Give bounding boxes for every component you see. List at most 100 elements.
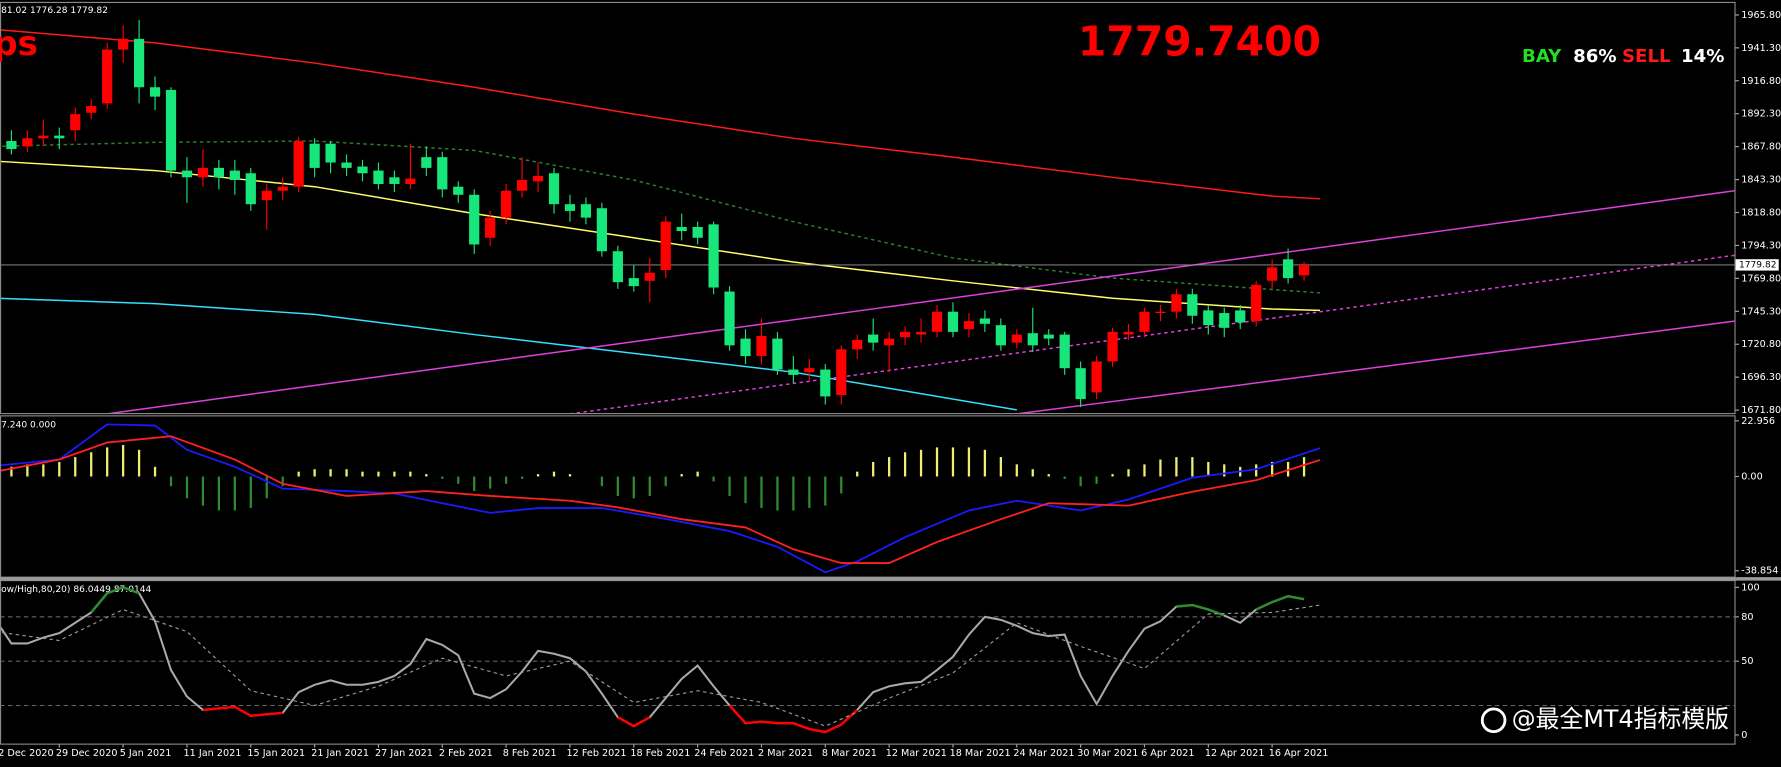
histogram-bar <box>840 476 843 494</box>
candle-body <box>740 338 751 357</box>
histogram-bar <box>457 476 460 484</box>
histogram-bar <box>1031 469 1034 477</box>
candle-body <box>676 227 687 232</box>
indicator-line <box>107 190 1735 414</box>
histogram-bar <box>600 476 604 487</box>
histogram-bar <box>74 457 77 477</box>
y-tick-label: 1843.30 <box>1741 175 1781 186</box>
histogram-bar <box>1063 476 1066 479</box>
y-tick-label: 1696.30 <box>1741 372 1781 383</box>
candle-body <box>899 331 911 338</box>
candle-body <box>1203 310 1214 326</box>
zone-segment <box>728 704 747 725</box>
candle-body <box>421 157 432 168</box>
histogram-bar <box>441 476 444 479</box>
histogram-bar <box>824 476 827 506</box>
histogram-bar <box>1191 457 1194 477</box>
histogram-bar <box>967 447 971 477</box>
candle-body <box>149 87 161 97</box>
candle-body <box>373 170 384 185</box>
histogram-bar <box>185 476 189 499</box>
price-info: 81.02 1776.28 1779.82 <box>1 6 108 16</box>
indicator-line <box>0 435 1321 565</box>
candle-body <box>437 157 448 190</box>
histogram-bar <box>42 464 45 477</box>
histogram-bar <box>1127 469 1130 477</box>
candle-body <box>852 339 863 350</box>
histogram-bar <box>696 471 699 477</box>
indicator-line <box>0 29 1321 200</box>
y-tick-label: 1745.30 <box>1741 306 1781 317</box>
candle-body <box>804 368 815 373</box>
indicator-line <box>569 254 1735 414</box>
y-tick-label: 1769.80 <box>1741 273 1781 284</box>
histogram-bar <box>999 457 1002 477</box>
histogram-bar <box>520 476 524 479</box>
histogram-bar <box>888 457 891 477</box>
histogram-bar <box>1175 457 1178 477</box>
price-display: 1779.7400 <box>1078 17 1321 65</box>
candle-body <box>756 335 767 357</box>
candle-body <box>453 186 464 195</box>
x-tick-label: 2 Mar 2021 <box>758 748 813 759</box>
candle-body <box>38 135 49 139</box>
candle-body <box>1043 334 1054 339</box>
watermark: @最全MT4指标模版 <box>1512 705 1729 733</box>
candle-body <box>1027 333 1038 346</box>
histogram-bar <box>90 452 93 477</box>
x-tick-label: 18 Feb 2021 <box>630 748 690 759</box>
candle-body <box>1267 267 1278 281</box>
y-tick-label: 1794.30 <box>1741 240 1781 251</box>
histogram-bar <box>504 476 508 484</box>
watermark-logo <box>1480 707 1507 734</box>
y-tick-label: 0.00 <box>1741 472 1762 483</box>
candle-body <box>772 338 783 370</box>
candle-body <box>931 311 943 332</box>
histogram-bar <box>680 474 683 477</box>
candle-body <box>564 204 576 211</box>
histogram-bar <box>1271 461 1274 477</box>
x-tick-label: 27 Jan 2021 <box>375 748 433 759</box>
candle-body <box>389 177 400 185</box>
zone-segment <box>809 727 826 734</box>
candle-body <box>1107 331 1118 362</box>
histogram-bar <box>951 447 955 477</box>
candle-body <box>1091 361 1102 393</box>
y-tick-label: 1916.80 <box>1741 76 1781 87</box>
histogram-bar <box>568 474 572 477</box>
histogram-bar <box>26 464 29 477</box>
candle-body <box>485 217 496 238</box>
candle-body <box>501 190 512 218</box>
histogram-bar <box>903 452 907 477</box>
zone-segment <box>218 705 235 710</box>
histogram-bar <box>1223 464 1226 477</box>
candle-body <box>1075 368 1086 400</box>
x-tick-label: 22 Dec 2020 <box>0 748 54 759</box>
candle-body <box>692 227 703 238</box>
panel-label: 7.240 0.000 <box>1 420 56 430</box>
y-tick-label: 50 <box>1741 656 1753 667</box>
x-tick-label: 24 Mar 2021 <box>1013 748 1074 759</box>
panel-frame <box>0 415 1736 578</box>
candle-body <box>995 325 1006 346</box>
histogram-bar <box>1207 461 1210 477</box>
buy-value: 86% <box>1573 46 1616 67</box>
candle-body <box>947 311 959 332</box>
x-tick-label: 21 Jan 2021 <box>311 748 369 759</box>
histogram-bar <box>760 476 763 509</box>
candle-body <box>836 349 847 396</box>
histogram-bar <box>393 471 396 477</box>
panel-frame <box>0 1 1736 415</box>
zone-segment <box>633 716 651 728</box>
histogram-bar <box>121 444 125 477</box>
y-tick-label: 1965.80 <box>1741 10 1781 21</box>
candle-body <box>1298 265 1310 276</box>
candle-body <box>102 49 113 104</box>
histogram-bar <box>616 476 619 496</box>
candle-body <box>820 369 831 397</box>
candle-body <box>22 138 33 147</box>
x-tick-label: 18 Mar 2021 <box>950 748 1011 759</box>
histogram-bar <box>1111 474 1114 477</box>
histogram-bar <box>409 471 412 477</box>
